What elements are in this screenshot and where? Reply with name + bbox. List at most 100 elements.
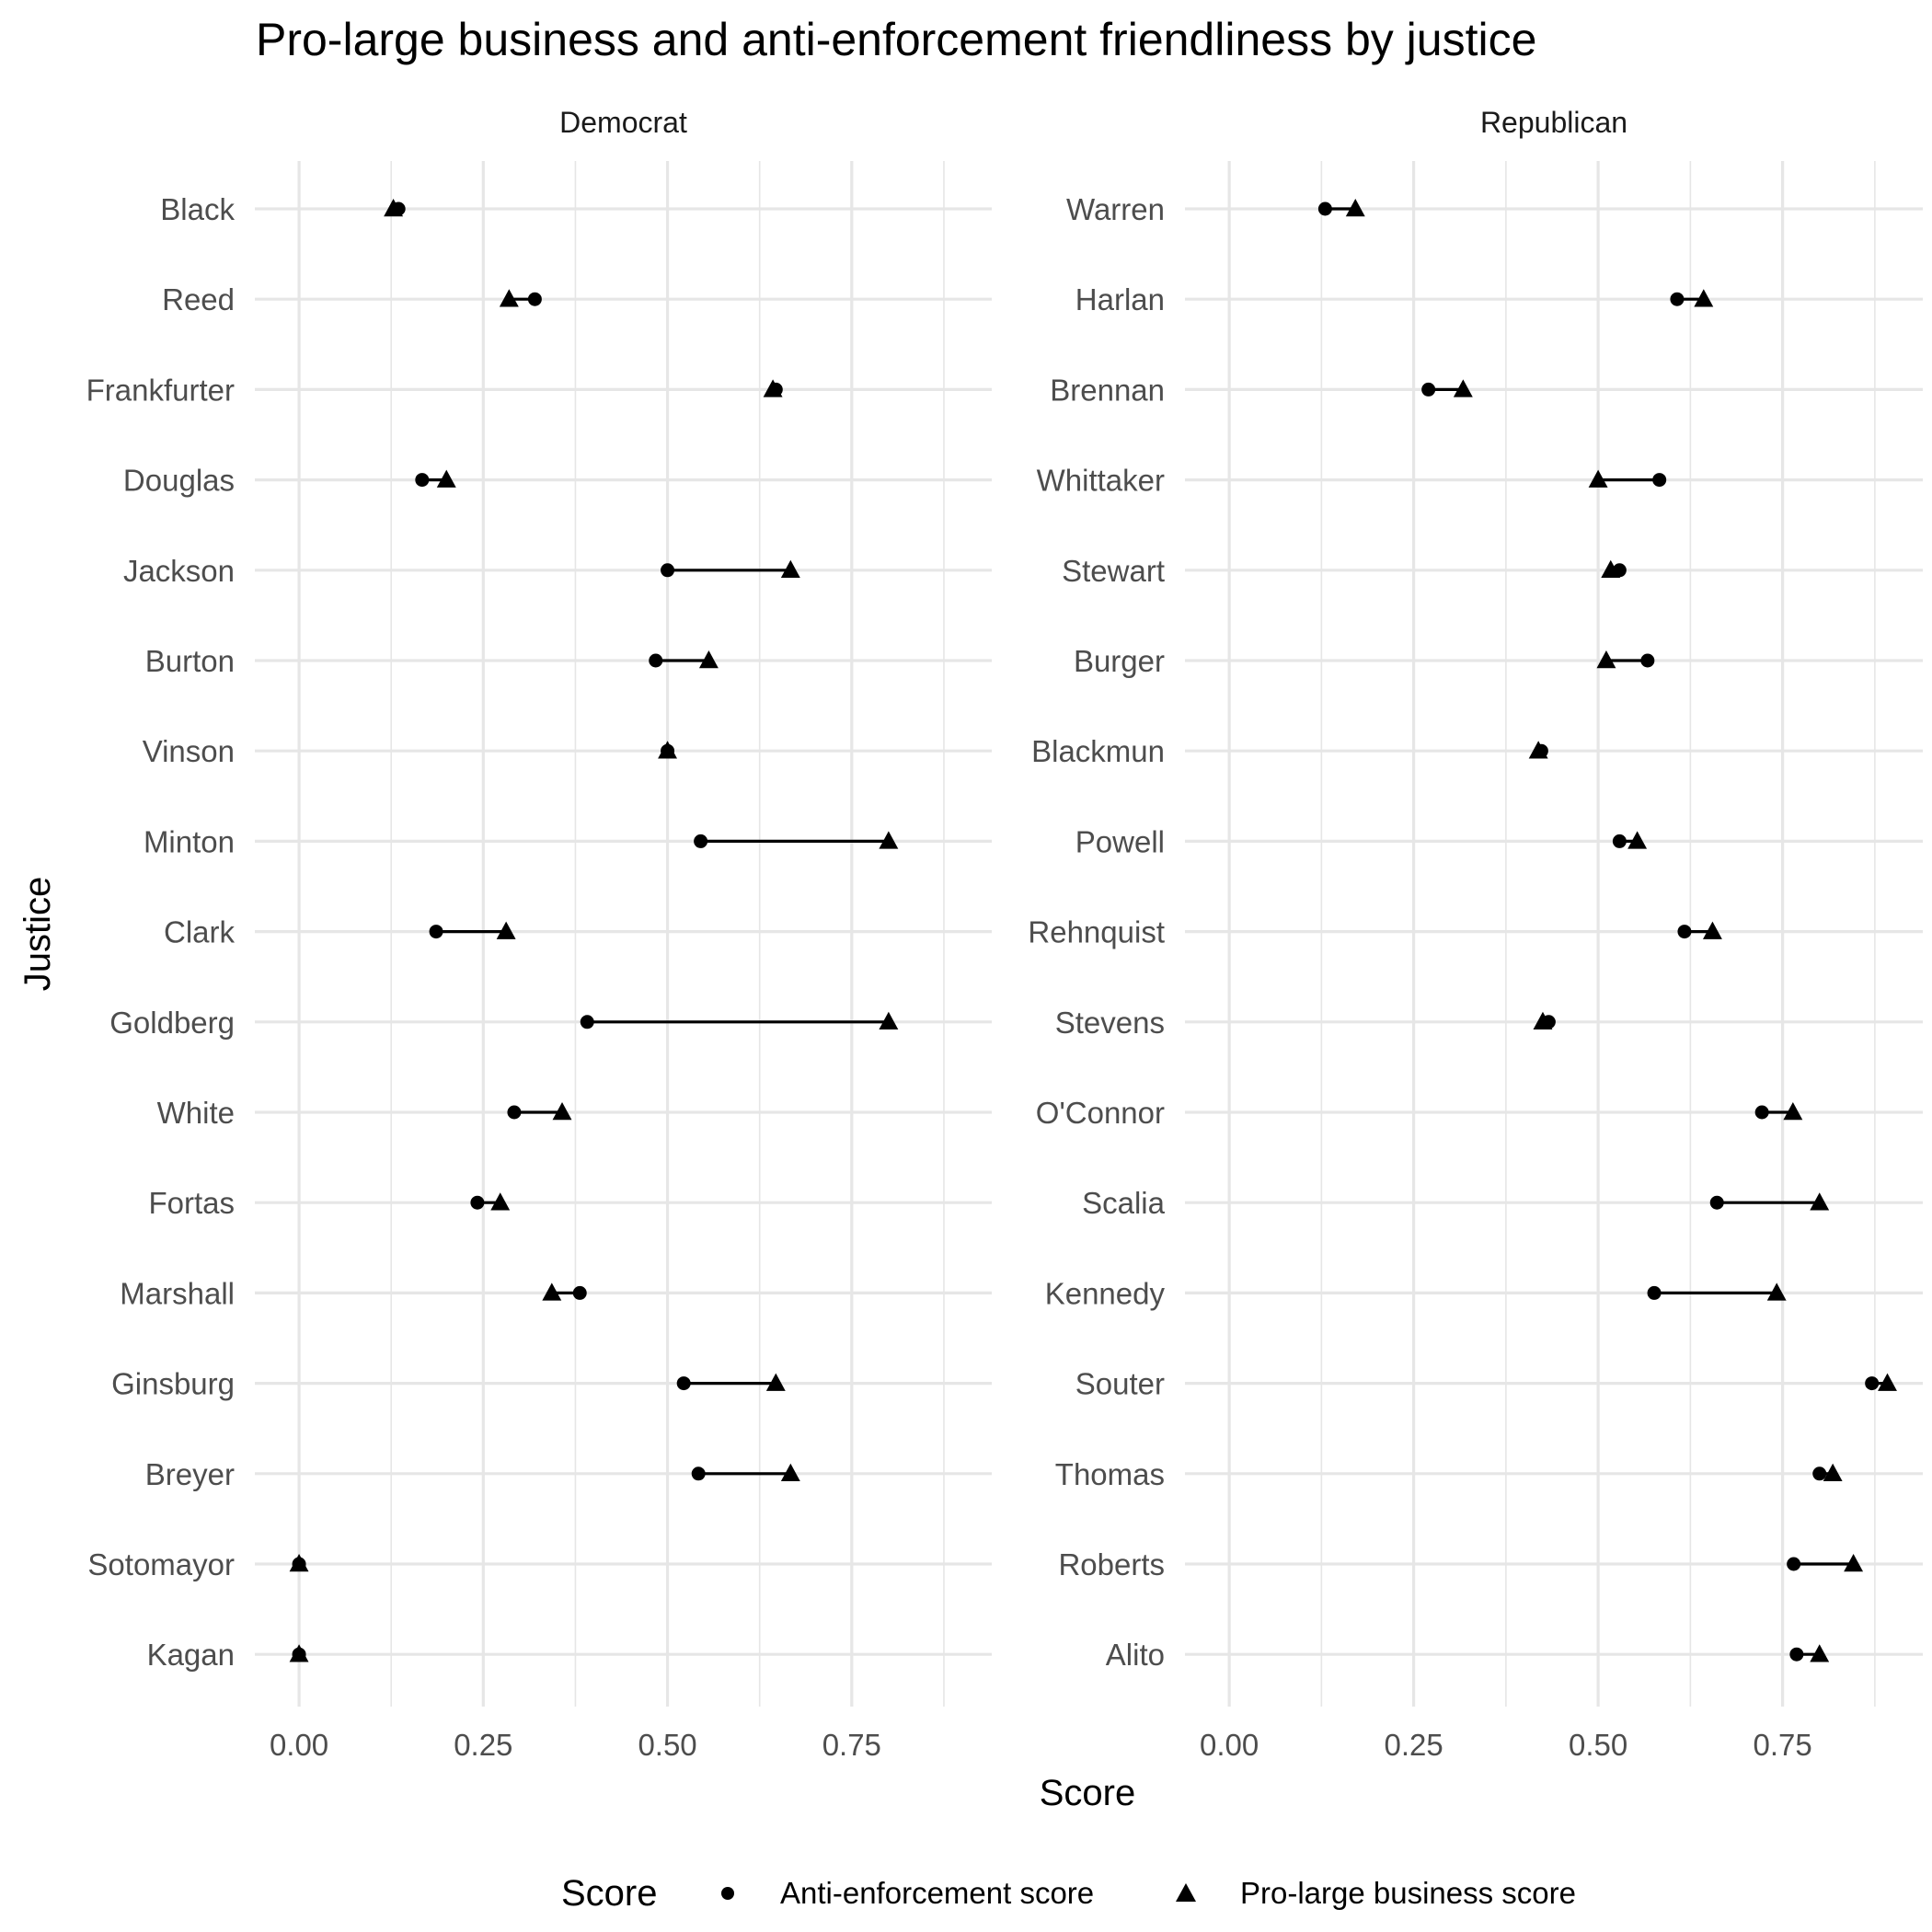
pro-business-point-roberts bbox=[1844, 1554, 1864, 1572]
anti-enforcement-point-clark bbox=[429, 925, 443, 939]
pro-business-point-blackmun bbox=[1528, 741, 1548, 759]
republican-x-tick-label: 0.50 bbox=[1569, 1728, 1627, 1762]
justice-label-kennedy: Kennedy bbox=[1045, 1276, 1166, 1310]
anti-enforcement-point-burger bbox=[1640, 653, 1655, 668]
anti-enforcement-point-reed bbox=[527, 292, 542, 306]
democrat-x-tick-label: 0.50 bbox=[638, 1728, 696, 1762]
anti-enforcement-point-o-connor bbox=[1754, 1105, 1769, 1120]
pro-business-point-alito bbox=[1810, 1644, 1830, 1662]
justice-label-o-connor: O'Connor bbox=[1036, 1096, 1165, 1130]
anti-enforcement-point-burton bbox=[649, 653, 663, 668]
justice-label-brennan: Brennan bbox=[1050, 373, 1165, 407]
anti-enforcement-point-alito bbox=[1789, 1647, 1804, 1662]
legend-label-anti-enforcement: Anti-enforcement score bbox=[780, 1876, 1094, 1910]
anti-enforcement-point-powell bbox=[1612, 834, 1627, 848]
pro-business-point-whittaker bbox=[1588, 469, 1608, 488]
pro-business-point-clark bbox=[496, 921, 516, 939]
justice-label-clark: Clark bbox=[164, 915, 236, 949]
anti-enforcement-point-souter bbox=[1865, 1376, 1880, 1391]
facet-panels: Democrat 0.00 0.25 0.50 0.75 Black Reed Frankfu… bbox=[86, 106, 1923, 1762]
anti-enforcement-point-brennan bbox=[1421, 382, 1436, 397]
chart-title: Pro-large business and anti-enforcement … bbox=[256, 14, 1536, 65]
pro-business-point-souter bbox=[1878, 1373, 1897, 1391]
pro-business-point-sotomayor bbox=[289, 1554, 309, 1572]
legend-label-pro-business: Pro-large business score bbox=[1240, 1876, 1576, 1910]
anti-enforcement-point-breyer bbox=[691, 1466, 706, 1481]
pro-business-point-breyer bbox=[780, 1463, 800, 1482]
justice-label-stewart: Stewart bbox=[1062, 554, 1165, 588]
justice-label-ginsburg: Ginsburg bbox=[111, 1367, 235, 1401]
anti-enforcement-point-fortas bbox=[470, 1195, 485, 1210]
pro-business-point-brennan bbox=[1453, 379, 1473, 397]
pro-business-point-o-connor bbox=[1783, 1102, 1803, 1121]
justice-label-burton: Burton bbox=[145, 644, 235, 678]
anti-enforcement-point-douglas bbox=[415, 473, 430, 488]
justice-label-douglas: Douglas bbox=[123, 464, 235, 498]
anti-enforcement-point-scalia bbox=[1709, 1195, 1724, 1210]
pro-business-point-warren bbox=[1345, 199, 1365, 217]
republican-x-tick-label: 0.00 bbox=[1200, 1728, 1259, 1762]
anti-enforcement-point-jackson bbox=[661, 563, 675, 578]
justice-label-alito: Alito bbox=[1106, 1638, 1165, 1672]
anti-enforcement-point-roberts bbox=[1787, 1557, 1801, 1571]
pro-business-point-marshall bbox=[542, 1282, 562, 1301]
justice-label-harlan: Harlan bbox=[1075, 282, 1165, 316]
pro-business-point-vinson bbox=[658, 741, 678, 759]
pro-business-point-thomas bbox=[1823, 1463, 1843, 1482]
facet-label-democrat: Democrat bbox=[559, 106, 687, 139]
democrat-x-tick-label: 0.00 bbox=[270, 1728, 328, 1762]
pro-business-point-reed bbox=[499, 289, 519, 307]
democrat-x-tick-label: 0.25 bbox=[454, 1728, 512, 1762]
y-axis-title: Justice bbox=[17, 877, 58, 992]
pro-business-point-douglas bbox=[436, 469, 456, 488]
pro-business-point-jackson bbox=[780, 559, 800, 579]
democrat-x-tick-label: 0.75 bbox=[822, 1728, 881, 1762]
facet-label-republican: Republican bbox=[1480, 106, 1627, 139]
pro-business-point-burton bbox=[698, 650, 719, 669]
legend-triangle-key bbox=[1176, 1883, 1196, 1902]
justice-label-warren: Warren bbox=[1066, 192, 1165, 226]
pro-business-point-white bbox=[552, 1102, 572, 1121]
justice-label-blackmun: Blackmun bbox=[1031, 734, 1165, 768]
anti-enforcement-point-warren bbox=[1317, 201, 1332, 216]
justice-label-vinson: Vinson bbox=[143, 734, 235, 768]
justice-label-stevens: Stevens bbox=[1055, 1006, 1165, 1040]
anti-enforcement-point-goldberg bbox=[580, 1015, 594, 1029]
legend-circle-key bbox=[721, 1887, 734, 1900]
pro-business-point-kagan bbox=[289, 1644, 309, 1662]
pro-business-point-stevens bbox=[1533, 1011, 1553, 1030]
anti-enforcement-point-kennedy bbox=[1647, 1285, 1662, 1300]
justice-label-frankfurter: Frankfurter bbox=[86, 373, 235, 407]
justice-label-black: Black bbox=[160, 192, 235, 226]
legend: Score Anti-enforcement score Pro-large b… bbox=[561, 1873, 1576, 1914]
justice-label-minton: Minton bbox=[144, 824, 235, 858]
pro-business-point-burger bbox=[1596, 650, 1616, 669]
anti-enforcement-point-thomas bbox=[1812, 1466, 1827, 1481]
justice-label-breyer: Breyer bbox=[145, 1457, 235, 1491]
justice-label-goldberg: Goldberg bbox=[109, 1006, 235, 1040]
panel-democrat: Democrat 0.00 0.25 0.50 0.75 Black Reed Frankfu… bbox=[86, 106, 992, 1762]
justice-label-marshall: Marshall bbox=[120, 1276, 235, 1310]
pro-business-point-black bbox=[384, 199, 404, 217]
x-axis-title: Score bbox=[1040, 1773, 1136, 1813]
justice-label-white: White bbox=[157, 1096, 235, 1130]
justice-label-souter: Souter bbox=[1075, 1367, 1165, 1401]
anti-enforcement-point-harlan bbox=[1670, 292, 1685, 306]
justice-label-burger: Burger bbox=[1074, 644, 1165, 678]
republican-x-tick-label: 0.75 bbox=[1754, 1728, 1812, 1762]
pro-business-point-frankfurter bbox=[763, 379, 783, 397]
anti-enforcement-point-white bbox=[507, 1105, 522, 1120]
justice-label-thomas: Thomas bbox=[1055, 1457, 1165, 1491]
pro-business-point-harlan bbox=[1694, 289, 1714, 307]
justice-label-rehnquist: Rehnquist bbox=[1028, 915, 1165, 949]
pro-business-point-minton bbox=[879, 831, 899, 849]
pro-business-point-kennedy bbox=[1766, 1282, 1787, 1301]
anti-enforcement-point-marshall bbox=[572, 1285, 587, 1300]
legend-title: Score bbox=[561, 1873, 658, 1914]
justice-label-powell: Powell bbox=[1075, 824, 1165, 858]
pro-business-point-powell bbox=[1627, 831, 1648, 849]
pro-business-point-fortas bbox=[490, 1192, 511, 1211]
anti-enforcement-point-ginsburg bbox=[676, 1376, 691, 1391]
